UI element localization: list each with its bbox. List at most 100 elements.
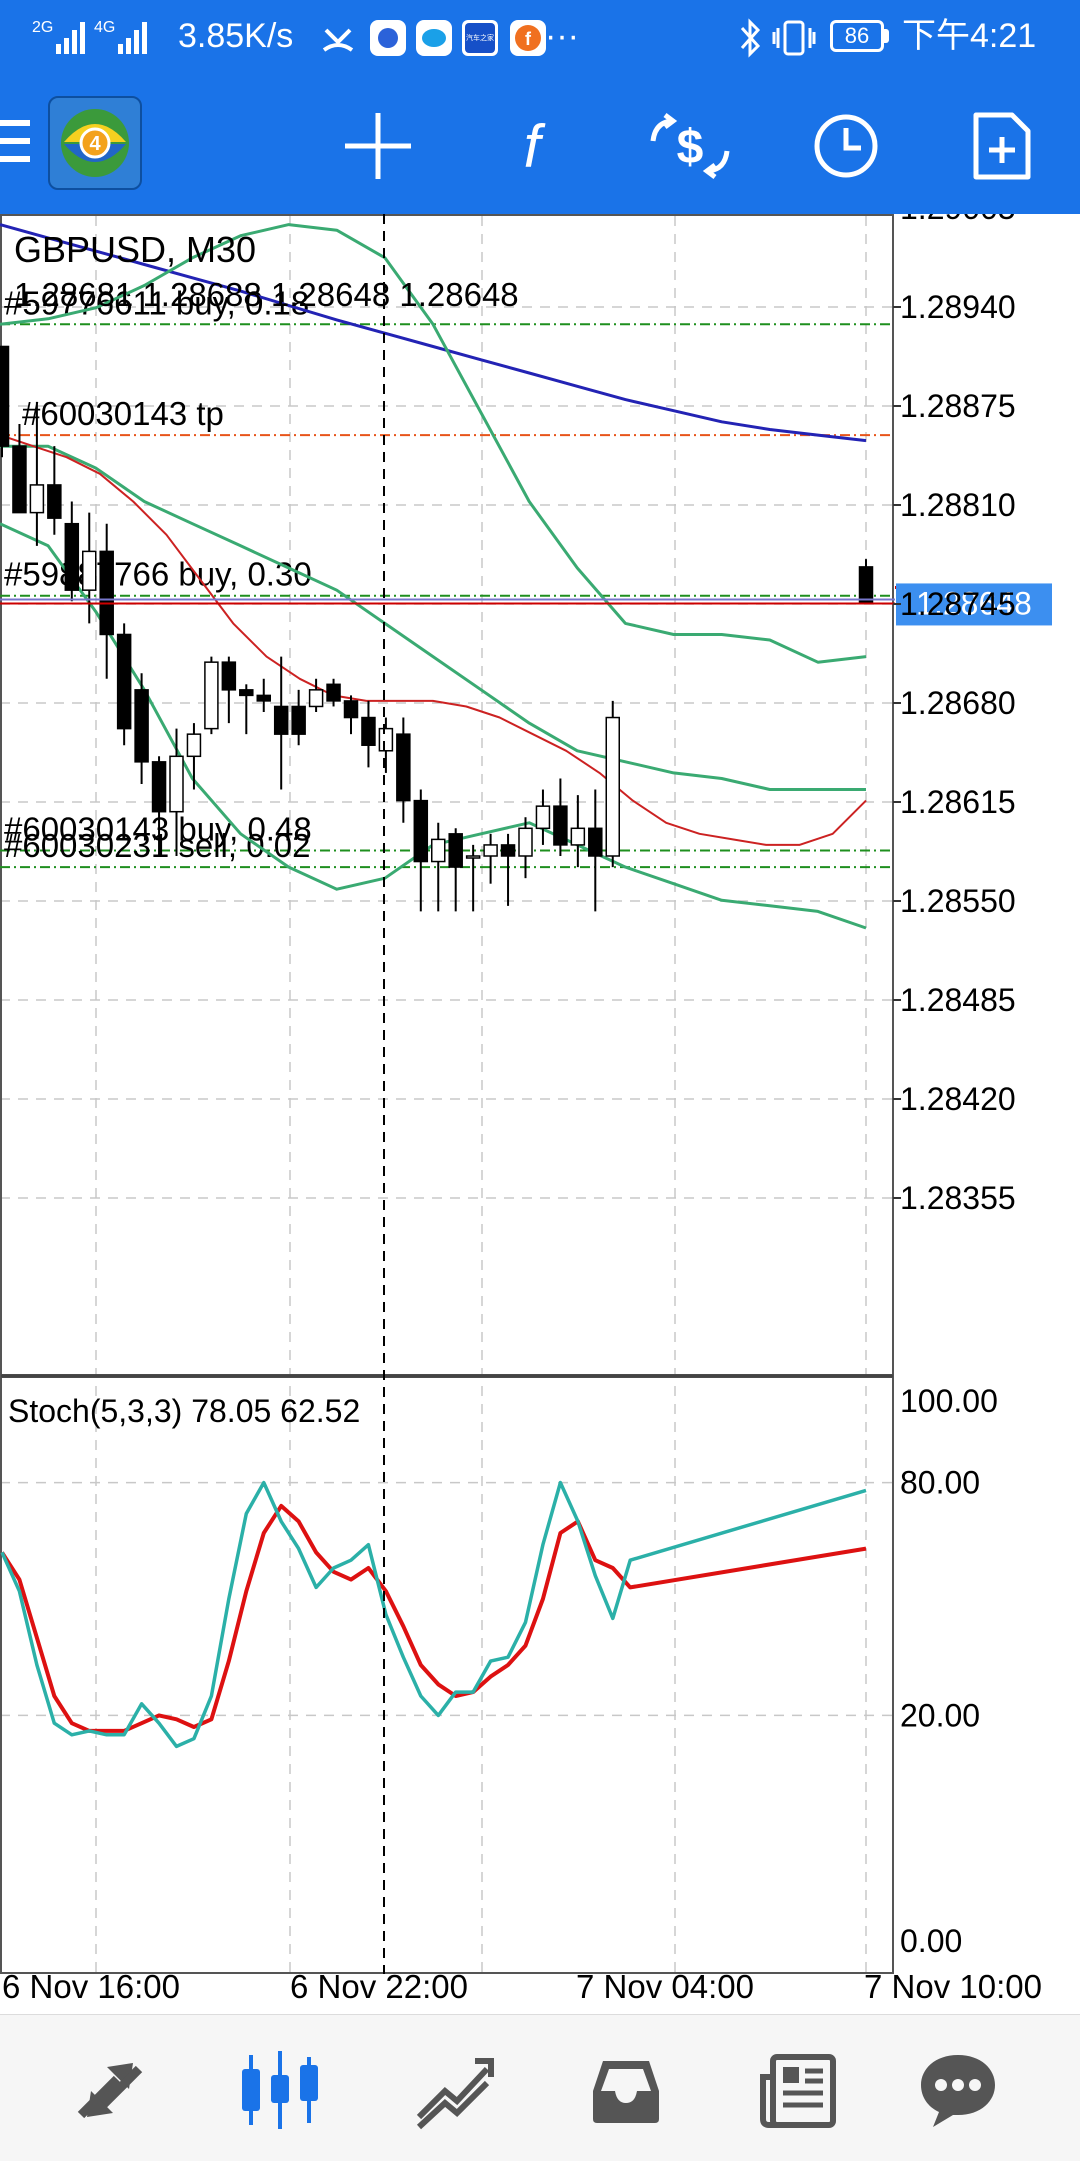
- price-tick-label: 1.28745: [900, 586, 1016, 622]
- candle-bull: [483, 844, 498, 857]
- stoch-tick-label: 80.00: [900, 1465, 980, 1501]
- chart-toolbar: 4 f $: [0, 76, 1080, 214]
- vibrate-icon: [772, 20, 816, 56]
- hamburger-menu-icon[interactable]: [0, 120, 32, 166]
- candle-bear: [291, 705, 306, 735]
- candle-bear: [239, 689, 254, 697]
- candle-bear: [99, 550, 114, 636]
- metatrader-4-logo[interactable]: 4: [48, 96, 142, 190]
- add-document-icon: [973, 112, 1031, 180]
- stoch-tick-label: 100.00: [900, 1383, 998, 1419]
- chart-area[interactable]: #59776611 buy, 0.18 #60030143 tp #59887766…: [0, 190, 1080, 2014]
- newspaper-icon: [760, 2054, 836, 2128]
- candle-bear: [0, 345, 10, 447]
- status-bar: 2G 4G 3.85K/s 汽车之家 f ··· 86 下午4:21: [0, 0, 1080, 76]
- fast-moving-average-line: [0, 434, 867, 846]
- nav-quotes[interactable]: [50, 2035, 170, 2145]
- battery-icon: 86: [830, 20, 884, 52]
- stoch-main-line: [0, 1480, 867, 1749]
- stoch-signal-line: [0, 1503, 867, 1733]
- indicators-button[interactable]: f: [482, 96, 582, 196]
- order-label: #60030143 buy, 0.48: [4, 810, 312, 847]
- candle-bull: [518, 827, 533, 857]
- candle-bull: [82, 550, 97, 591]
- candle-bear: [500, 844, 516, 857]
- clock-icon: [814, 114, 878, 178]
- crosshair-icon: [345, 113, 411, 179]
- crosshair-button[interactable]: [328, 96, 428, 196]
- candle-bull: [204, 661, 219, 730]
- order-label: #59776611 buy, 0.18: [4, 284, 309, 321]
- candle-bear: [47, 484, 62, 519]
- clock-time: 下午4:21: [902, 17, 1037, 55]
- candle-bull: [29, 484, 45, 514]
- candle-bear: [64, 522, 80, 591]
- nav-trade[interactable]: [394, 2035, 514, 2145]
- browser-icon: [370, 20, 406, 56]
- stoch-axis: 100.00 80.00 20.00 0.00: [900, 1383, 998, 1959]
- battery-tip: [884, 29, 889, 43]
- candle-bull: [186, 733, 202, 758]
- nav-news[interactable]: [738, 2035, 858, 2145]
- battery-level: 86: [844, 23, 870, 48]
- network-speed: 3.85K/s: [178, 17, 294, 55]
- dollar-arrows-icon: $: [650, 113, 730, 179]
- function-f-icon: f: [524, 113, 546, 180]
- price-axis: 1.29005 1.28940 1.28875 1.28810 1.28745 1.286…: [893, 190, 1016, 1216]
- time-axis-label: 6 Nov 16:00: [2, 1968, 180, 2005]
- price-tick-label: 1.28485: [900, 982, 1016, 1018]
- price-tick-label: 1.28810: [900, 487, 1016, 523]
- nav-chat[interactable]: [898, 2035, 1018, 2145]
- timeframe-button[interactable]: [796, 96, 896, 196]
- order-label: #60030231 sell, 0.02: [4, 827, 310, 864]
- price-tick-label: 1.28680: [900, 685, 1016, 721]
- time-axis-label: 7 Nov 04:00: [576, 1968, 754, 2005]
- candle-bull: [431, 838, 446, 863]
- price-tick-label: 1.28420: [900, 1081, 1016, 1117]
- current-price-value: 1.28648: [916, 585, 1032, 621]
- main-pane-frame: [0, 214, 894, 1376]
- candle-bull: [605, 716, 620, 857]
- svg-text:4: 4: [89, 133, 101, 155]
- symbol-timeframe-label: GBPUSD, M30: [14, 229, 256, 270]
- price-tick-label: 1.28875: [900, 388, 1016, 424]
- arrows-quotes-icon: [77, 2063, 143, 2119]
- candlestick-chart-icon: [242, 2051, 318, 2129]
- chart-canvas[interactable]: #59776611 buy, 0.18 #60030143 tp #59887766…: [0, 190, 1080, 2014]
- candle-bear: [116, 633, 132, 730]
- candle-bear: [361, 716, 376, 746]
- candle-bull: [378, 727, 394, 752]
- signal-icon: 2G 4G: [32, 19, 147, 54]
- candle-bear: [326, 683, 341, 702]
- candle-bear: [413, 799, 429, 863]
- price-tick-label: 1.28355: [900, 1180, 1016, 1216]
- candle-bear: [221, 661, 237, 691]
- chart-grid: [0, 216, 893, 1972]
- svg-text:f: f: [524, 113, 546, 180]
- new-order-button[interactable]: [952, 96, 1052, 196]
- nav-chart[interactable]: [220, 2035, 340, 2145]
- candle-bull: [169, 755, 184, 813]
- candle-bear: [448, 833, 463, 868]
- candle-bull: [570, 827, 586, 846]
- nav-history[interactable]: [566, 2035, 686, 2145]
- autohome-badge: 汽车之家: [466, 33, 494, 42]
- candle-bear: [396, 733, 411, 802]
- price-tick-label: 1.29005: [900, 214, 1016, 226]
- bottom-navigation: [0, 2014, 1080, 2161]
- trade-button[interactable]: $: [640, 96, 740, 196]
- autohome-icon: 汽车之家: [462, 20, 498, 56]
- notification-icons: 汽车之家 f: [322, 20, 546, 56]
- more-notifications: ···: [545, 17, 579, 55]
- order-lines: #59776611 buy, 0.18 #60030143 tp #59887766…: [0, 284, 893, 869]
- slow-moving-average-line: [0, 223, 867, 443]
- candle-bull: [465, 855, 481, 859]
- price-tick-label: 1.28615: [900, 784, 1016, 820]
- candlesticks: [0, 345, 874, 912]
- price-tick-label: 1.28940: [900, 289, 1016, 325]
- candle-bear: [12, 445, 27, 514]
- ohlc-values-label: 1.28681 1.28688 1.28648 1.28648: [14, 276, 519, 313]
- trend-trade-icon: [416, 2058, 494, 2130]
- time-axis-label: 6 Nov 22:00: [290, 1968, 468, 2005]
- stochastic-lines: [0, 1480, 867, 1749]
